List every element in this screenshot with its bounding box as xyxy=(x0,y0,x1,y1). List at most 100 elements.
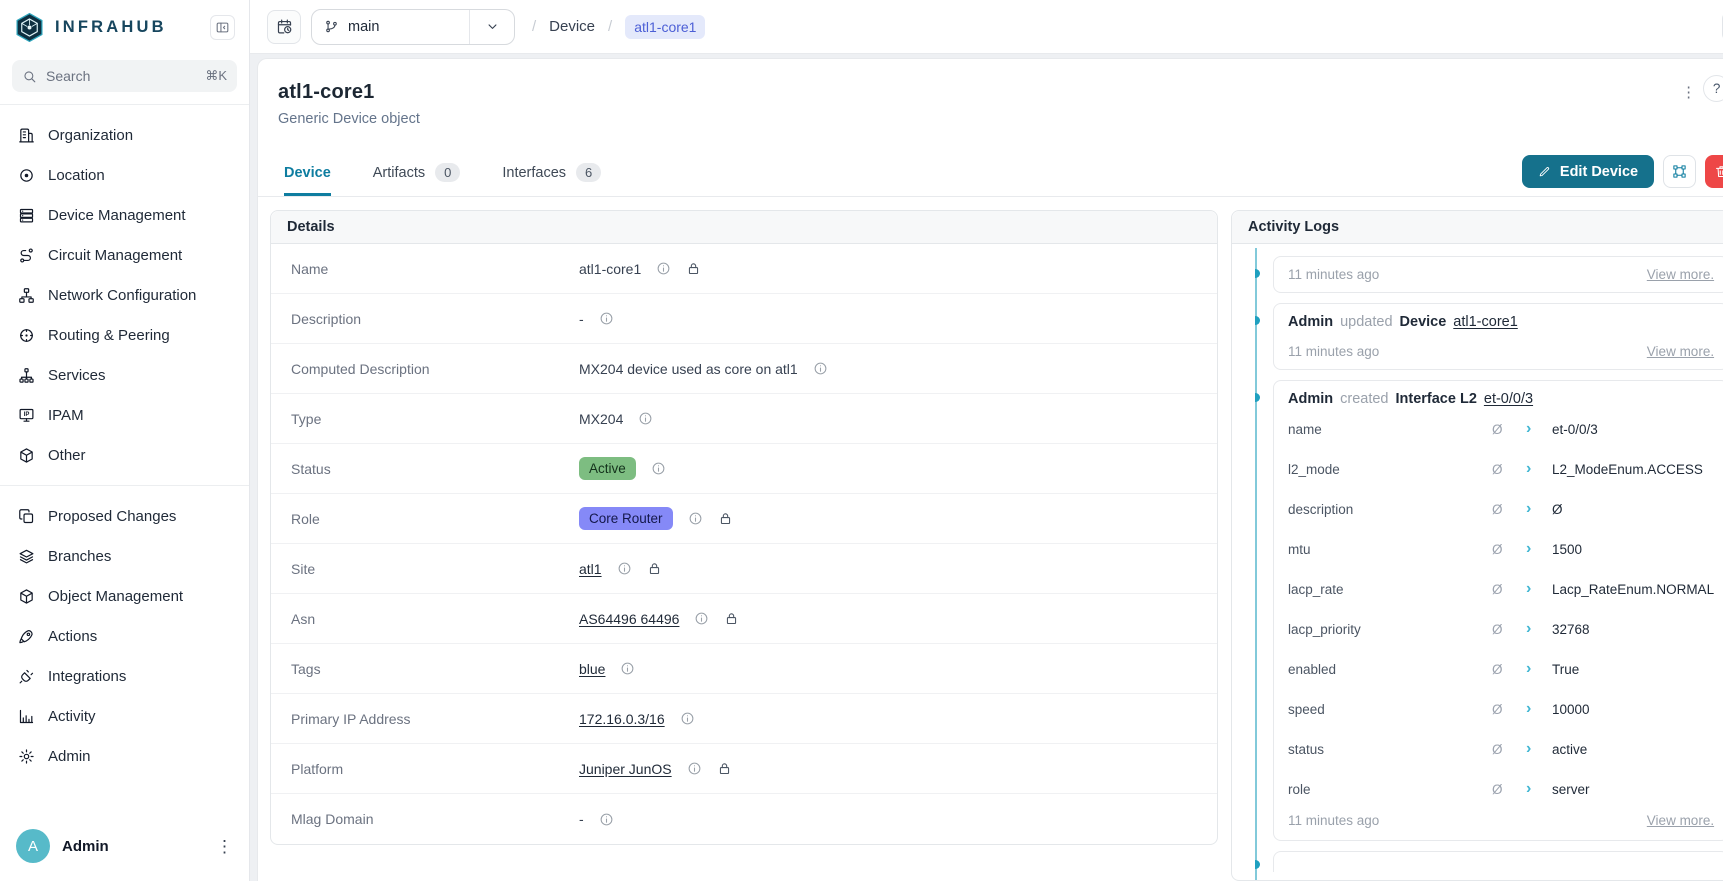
ip-icon: IP xyxy=(18,407,35,424)
property-previous-value: Ø xyxy=(1492,621,1503,637)
page-header: atl1-core1 Generic Device object ? xyxy=(258,59,1723,127)
detail-link[interactable]: atl1 xyxy=(579,560,602,577)
detail-label: Computed Description xyxy=(291,360,430,377)
timeline-line xyxy=(1255,248,1257,880)
property-new-value: L2_ModeEnum.ACCESS xyxy=(1552,461,1703,477)
detail-link[interactable]: 172.16.0.3/16 xyxy=(579,710,665,727)
info-icon[interactable] xyxy=(687,761,702,776)
detail-row-mlag-domain: Mlag Domain - xyxy=(271,794,1217,844)
branch-dropdown-toggle[interactable] xyxy=(469,9,514,44)
property-new-value: 10000 xyxy=(1552,701,1590,717)
chevron-right-icon: › xyxy=(1526,740,1532,757)
sidebar-item-organization[interactable]: Organization xyxy=(0,115,249,155)
breadcrumb-item-current[interactable]: atl1-core1 xyxy=(625,14,706,39)
tab-interfaces[interactable]: Interfaces 6 xyxy=(502,150,602,196)
sidebar-item-label: Integrations xyxy=(48,667,127,685)
detail-row-site: Site atl1 xyxy=(271,544,1217,594)
user-kebab-menu-icon[interactable] xyxy=(216,838,233,855)
info-icon[interactable] xyxy=(688,511,703,526)
property-previous-value: Ø xyxy=(1492,541,1503,557)
details-rows: Name atl1-core1 Description - Computed Descr… xyxy=(271,244,1217,844)
info-icon[interactable] xyxy=(620,661,635,676)
property-name: status xyxy=(1288,741,1325,757)
entry-action: created xyxy=(1340,391,1389,407)
sidebar-item-ipam[interactable]: IP IPAM xyxy=(0,395,249,435)
time-travel-button[interactable] xyxy=(267,9,301,44)
sidebar-item-other[interactable]: Other xyxy=(0,435,249,475)
detail-label: Type xyxy=(291,410,322,427)
sidebar-item-location[interactable]: Location xyxy=(0,155,249,195)
sidebar-item-network-configuration[interactable]: Network Configuration xyxy=(0,275,249,315)
entry-timestamp: 11 minutes ago xyxy=(1288,344,1380,359)
info-icon[interactable] xyxy=(656,261,671,276)
sidebar-item-label: Organization xyxy=(48,126,134,144)
sidebar-item-services[interactable]: Services xyxy=(0,355,249,395)
info-icon[interactable] xyxy=(680,711,695,726)
content-panel: atl1-core1 Generic Device object ? Devic… xyxy=(257,58,1723,881)
branch-selector[interactable]: main xyxy=(311,8,515,45)
detail-row-primary-ip-address: Primary IP Address 172.16.0.3/16 xyxy=(271,694,1217,744)
detail-value: - xyxy=(579,811,584,827)
info-icon[interactable] xyxy=(651,461,666,476)
sidebar-item-label: Branches xyxy=(48,547,112,565)
view-more-link[interactable]: View more. xyxy=(1646,813,1715,828)
sidebar-item-label: Location xyxy=(48,166,105,184)
sidebar-collapse-button[interactable] xyxy=(210,14,235,40)
help-button[interactable]: ? xyxy=(1703,75,1723,102)
detail-label: Mlag Domain xyxy=(291,811,374,827)
sidebar-item-proposed-changes[interactable]: Proposed Changes xyxy=(0,496,249,536)
status-badge: Active xyxy=(579,457,636,480)
edit-device-button[interactable]: Edit Device xyxy=(1521,155,1655,188)
detail-label: Status xyxy=(291,460,331,477)
title-kebab-menu-icon[interactable] xyxy=(1681,85,1696,100)
detail-row-platform: Platform Juniper JunOS xyxy=(271,744,1217,794)
sidebar-item-actions[interactable]: Actions xyxy=(0,616,249,656)
info-icon[interactable] xyxy=(694,611,709,626)
lock-icon xyxy=(647,561,662,576)
manage-groups-button[interactable] xyxy=(1663,155,1697,188)
info-icon[interactable] xyxy=(813,361,828,376)
sidebar-item-device-management[interactable]: Device Management xyxy=(0,195,249,235)
property-row-description: description Ø › Ø xyxy=(1288,489,1714,529)
view-more-link[interactable]: View more. xyxy=(1646,267,1715,282)
sidebar-item-branches[interactable]: Branches xyxy=(0,536,249,576)
detail-value: MX204 xyxy=(579,410,624,427)
sidebar-divider xyxy=(0,485,249,486)
property-new-value: 1500 xyxy=(1552,541,1583,557)
entry-object-link[interactable]: atl1-core1 xyxy=(1453,314,1518,330)
detail-link[interactable]: AS64496 64496 xyxy=(579,610,680,627)
tab-artifacts[interactable]: Artifacts 0 xyxy=(373,150,461,196)
sidebar-item-object-management[interactable]: Object Management xyxy=(0,576,249,616)
search-label: Search xyxy=(46,68,91,84)
view-more-link[interactable]: View more. xyxy=(1646,344,1715,359)
detail-value: atl1-core1 xyxy=(579,260,642,277)
search-input[interactable]: Search ⌘K xyxy=(12,60,237,92)
sidebar-item-admin[interactable]: Admin xyxy=(0,736,249,776)
delete-device-button[interactable] xyxy=(1705,155,1723,188)
property-name: enabled xyxy=(1288,661,1337,677)
tab-device[interactable]: Device xyxy=(284,150,331,196)
search-shortcut: ⌘K xyxy=(205,68,227,83)
chevron-right-icon: › xyxy=(1526,620,1532,637)
chevron-right-icon: › xyxy=(1526,540,1532,557)
info-icon[interactable] xyxy=(617,561,632,576)
info-icon[interactable] xyxy=(599,311,614,326)
entry-object-link[interactable]: et-0/0/3 xyxy=(1483,391,1534,407)
sidebar-item-routing-peering[interactable]: Routing & Peering xyxy=(0,315,249,355)
sidebar-item-label: Device Management xyxy=(48,206,186,224)
logo-row: INFRAHUB xyxy=(0,0,249,54)
entry-object-type: Device xyxy=(1399,314,1447,330)
sidebar-item-activity[interactable]: Activity xyxy=(0,696,249,736)
property-previous-value: Ø xyxy=(1492,421,1503,437)
property-name: role xyxy=(1288,781,1311,797)
info-icon[interactable] xyxy=(599,812,614,827)
detail-link[interactable]: Juniper JunOS xyxy=(579,760,672,777)
property-previous-value: Ø xyxy=(1492,501,1503,517)
property-new-value: et-0/0/3 xyxy=(1552,421,1598,437)
info-icon[interactable] xyxy=(638,411,653,426)
detail-link[interactable]: blue xyxy=(579,660,606,677)
sidebar-item-circuit-management[interactable]: Circuit Management xyxy=(0,235,249,275)
sidebar-item-integrations[interactable]: Integrations xyxy=(0,656,249,696)
breadcrumb-item-device[interactable]: Device xyxy=(549,18,596,35)
